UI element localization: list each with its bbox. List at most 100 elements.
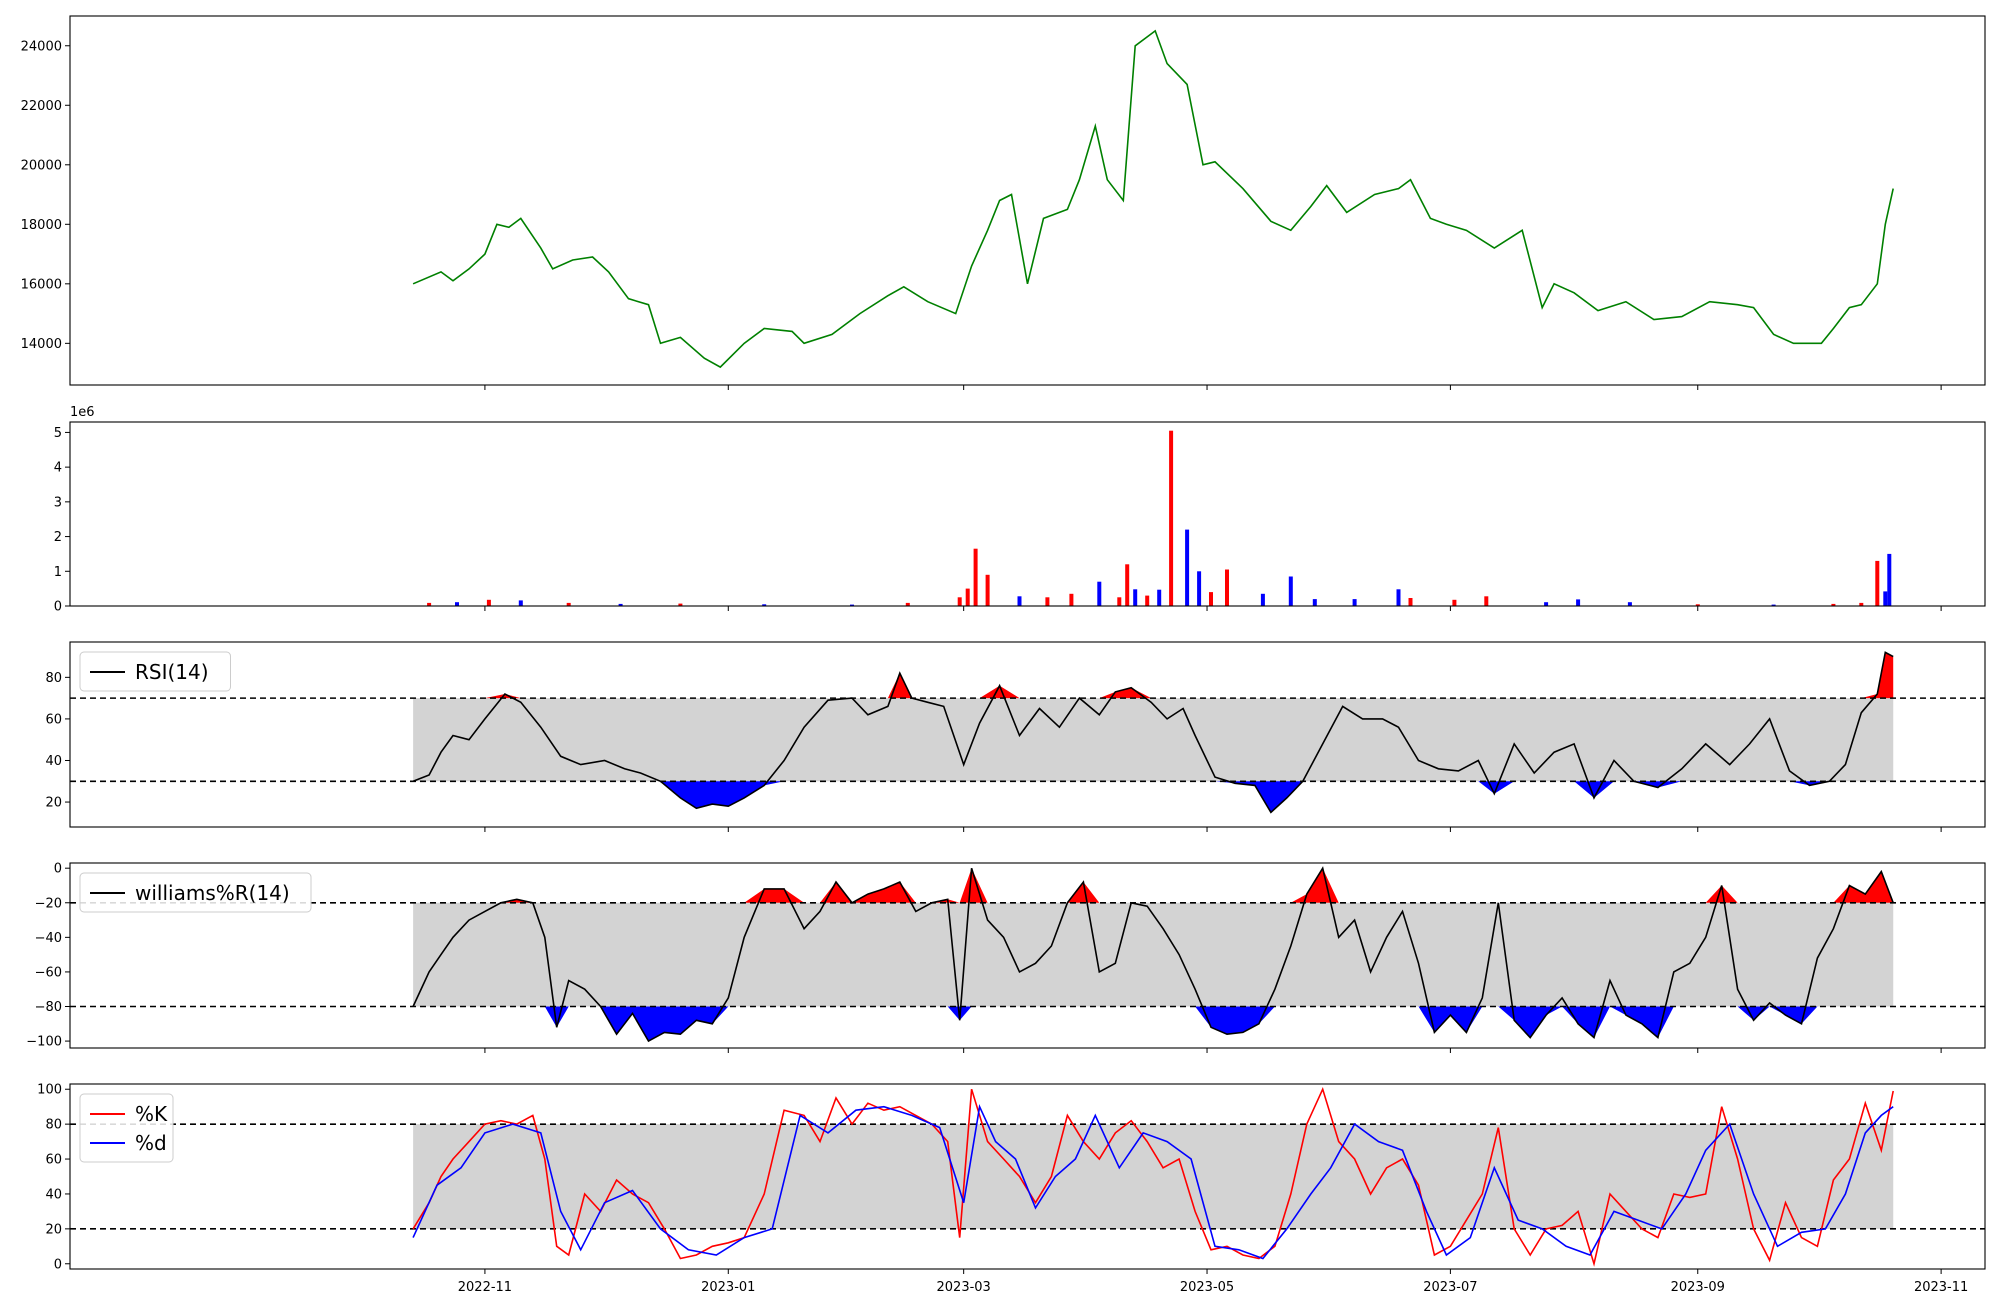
y-tick-label: −20 <box>35 896 62 911</box>
x-tick-label: 2023-05 <box>1180 1280 1234 1295</box>
y-tick-label: 100 <box>37 1083 62 1098</box>
stochastic-series-d <box>412 1103 1894 1260</box>
rsi-panel: 20 40 60 80 RSI(14) <box>45 641 1986 828</box>
volume-bar <box>1288 576 1293 606</box>
y-tick-label: −60 <box>35 965 62 980</box>
williams-panel: −100 −80 −60 −40 −20 0 williams%R(14) <box>26 862 1986 1050</box>
volume-bar <box>1145 595 1150 606</box>
y-tick-label: 4 <box>54 461 62 476</box>
volume-bar <box>1396 589 1401 606</box>
volume-bar <box>762 604 767 606</box>
volume-bar <box>1117 597 1122 606</box>
stochastic-legend-box <box>79 1093 174 1163</box>
volume-bar <box>427 602 432 606</box>
y-tick-label: 0 <box>54 862 62 877</box>
volume-bar <box>618 603 623 606</box>
volume-bar <box>1133 589 1138 606</box>
price-frame <box>69 15 1986 386</box>
volume-panel: 0 1 2 3 4 5 <box>54 421 1986 615</box>
rsi-band <box>413 698 1894 782</box>
rsi-line <box>412 651 1894 814</box>
price-panel: 14000 16000 18000 20000 22000 24000 <box>21 15 1986 386</box>
stochastic-legend-label: %K <box>135 1102 168 1126</box>
volume-bar <box>1097 581 1102 606</box>
volume-bar <box>1859 602 1864 606</box>
y-tick-label: 18000 <box>21 218 62 233</box>
y-tick-label: −100 <box>26 1035 62 1050</box>
volume-bar <box>850 604 854 606</box>
y-tick-label: −40 <box>35 931 62 946</box>
stochastic-panel: 0 20 40 60 80 100 %K %d <box>37 1083 1986 1272</box>
williams-legend-box <box>79 872 312 913</box>
x-tick-label: 2023-01 <box>701 1280 755 1295</box>
y-tick-label: 14000 <box>21 337 62 352</box>
y-tick-label: −80 <box>35 1000 62 1015</box>
volume-bar <box>1695 604 1700 606</box>
volume-bar <box>455 602 459 606</box>
volume-bar <box>1185 529 1190 606</box>
x-tick-label: 2023-07 <box>1423 1280 1477 1295</box>
williams-band <box>413 902 1894 1007</box>
stochastic-frame <box>69 1083 1986 1270</box>
volume-bar <box>1045 597 1050 606</box>
williams-oversold-fill <box>413 1006 1894 1042</box>
y-tick-label: 20 <box>45 1222 62 1237</box>
y-tick-label: 60 <box>45 712 62 727</box>
x-tick-label: 2023-09 <box>1671 1280 1725 1295</box>
y-tick-label: 80 <box>45 671 62 686</box>
y-tick-label: 5 <box>54 426 62 441</box>
williams-overbought-fill <box>413 868 1894 903</box>
volume-bar <box>1225 569 1229 606</box>
volume-bar <box>1169 430 1174 606</box>
volume-bar <box>1875 560 1880 606</box>
y-tick-label: 16000 <box>21 277 62 292</box>
volume-bar <box>1352 599 1357 606</box>
volume-bar <box>678 603 683 606</box>
volume-bar <box>566 602 571 606</box>
volume-bar <box>1260 593 1265 606</box>
x-tick-label: 2023-11 <box>1914 1280 1968 1295</box>
price-line <box>412 29 1894 369</box>
volume-bar <box>1069 593 1074 606</box>
y-tick-label: 0 <box>54 1257 62 1272</box>
y-tick-label: 22000 <box>21 99 62 114</box>
volume-bar <box>965 588 970 606</box>
volume-bar <box>1209 592 1213 606</box>
x-tick-label: 2022-11 <box>458 1280 512 1295</box>
volume-bar <box>985 574 990 606</box>
y-tick-label: 1 <box>54 565 62 580</box>
volume-bar <box>1197 571 1202 606</box>
y-tick-label: 80 <box>45 1118 62 1133</box>
williams-frame <box>69 862 1986 1049</box>
volume-bar <box>486 599 491 606</box>
volume-bar <box>905 602 910 606</box>
rsi-legend-box <box>79 651 231 692</box>
volume-bar <box>1771 604 1776 606</box>
x-tick-label: 2023-03 <box>937 1280 991 1295</box>
volume-bar <box>1312 599 1317 606</box>
volume-frame <box>69 421 1986 607</box>
y-tick-label: 2 <box>54 530 62 545</box>
volume-bar <box>1452 599 1457 606</box>
williams-legend-label: williams%R(14) <box>135 881 290 905</box>
volume-bar <box>1887 553 1892 606</box>
volume-bar <box>957 597 962 606</box>
volume-bar <box>973 548 978 606</box>
stochastic-series-k <box>412 1086 1894 1267</box>
volume-bar <box>1831 603 1836 606</box>
y-tick-label: 0 <box>54 600 62 615</box>
shared-date-axis: 2022-11 2023-01 2023-03 2023-05 2023-07 2023-… <box>458 385 1968 1295</box>
volume-bar <box>1883 591 1888 606</box>
volume-offset-text: 1e6 <box>70 405 95 420</box>
volume-bar <box>1544 602 1549 606</box>
volume-bar <box>518 600 523 606</box>
stochastic-band <box>413 1124 1894 1229</box>
y-tick-label: 20 <box>45 796 62 811</box>
rsi-frame <box>69 641 1986 828</box>
volume-bar <box>1157 589 1162 606</box>
volume-bar <box>1627 602 1632 606</box>
y-tick-label: 60 <box>45 1153 62 1168</box>
rsi-legend-label: RSI(14) <box>135 660 209 684</box>
